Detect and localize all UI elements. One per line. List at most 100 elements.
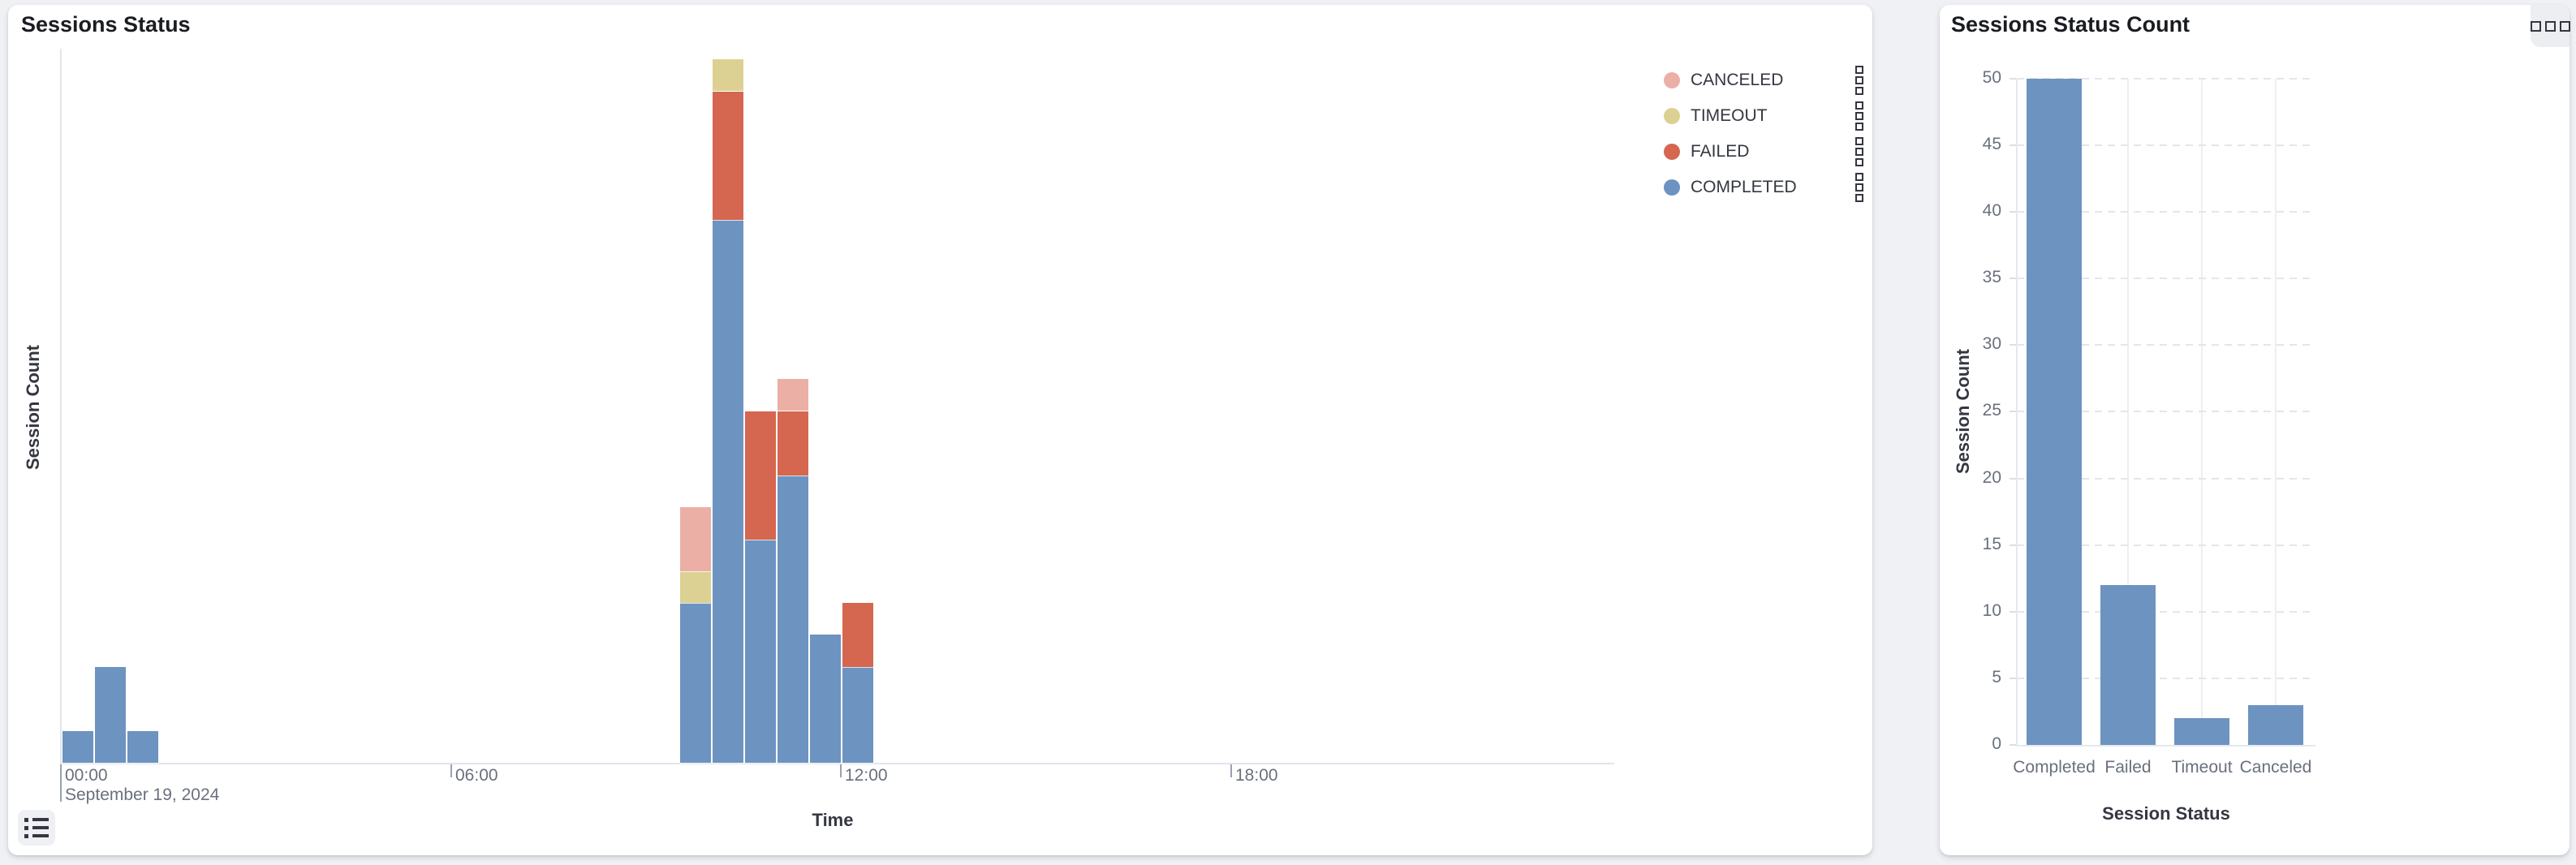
sessions-status-count-chart: 0 5 10 15 20 25 30 35 40 45 50 Completed Failed Timeo…	[1940, 5, 2570, 855]
y-axis-tick	[2010, 544, 2016, 546]
bar-segment-timeout[interactable]	[680, 571, 711, 603]
y-axis-tick	[2010, 611, 2016, 613]
legend-item-label: COMPLETED	[1691, 178, 1797, 196]
bar-segment-failed[interactable]	[745, 411, 776, 540]
y-tick-label: 20	[1982, 468, 2001, 487]
legend-color-dot	[1664, 72, 1680, 88]
y-axis-tick	[2010, 78, 2016, 80]
y-tick-label: 0	[1992, 734, 2001, 753]
bar-segment-completed[interactable]	[745, 539, 776, 763]
horizontal-gridline	[2017, 611, 2315, 613]
x-axis-label-time: Time	[812, 810, 854, 830]
boxes-horizontal-icon	[2530, 20, 2570, 32]
x-tick-label: 06:00	[455, 766, 498, 785]
y-axis-tick	[2010, 211, 2016, 213]
bar-segment-completed[interactable]	[95, 667, 126, 763]
bar-segment-completed[interactable]	[713, 219, 743, 763]
horizontal-gridline	[2017, 144, 2315, 146]
bar-segment-completed[interactable]	[842, 667, 873, 763]
x-axis-tick	[450, 764, 452, 777]
y-axis-tick	[2010, 144, 2016, 146]
horizontal-gridline	[2017, 211, 2315, 213]
panel-title-sessions-status-count: Sessions Status Count	[1951, 12, 2190, 37]
bar-segment-completed[interactable]	[778, 475, 808, 763]
y-axis-tick	[2010, 478, 2016, 480]
y-tick-label: 35	[1982, 268, 2001, 286]
category-label-canceled: Canceled	[2239, 758, 2312, 777]
legend-item-timeout[interactable]: TIMEOUT	[1656, 98, 1865, 134]
horizontal-gridline	[2017, 678, 2315, 679]
legend-item-label: TIMEOUT	[1691, 106, 1768, 125]
legend-item-canceled[interactable]: CANCELED	[1656, 62, 1865, 98]
horizontal-gridline	[2017, 544, 2315, 546]
y-axis-tick	[2010, 344, 2016, 346]
x-axis-tick	[60, 764, 62, 802]
y-tick-label: 5	[1992, 668, 2001, 686]
category-label-timeout: Timeout	[2171, 758, 2233, 777]
legend-color-dot	[1664, 108, 1680, 124]
x-tick-label: 12:00	[845, 766, 888, 785]
y-tick-label: 15	[1982, 535, 2001, 553]
horizontal-gridline	[2017, 344, 2315, 346]
legend-color-dot	[1664, 144, 1680, 160]
bar-segment-completed[interactable]	[127, 731, 158, 763]
legend-item-label: CANCELED	[1691, 71, 1784, 89]
boxes-vertical-icon[interactable]	[1855, 137, 1863, 166]
y-tick-label: 50	[1982, 68, 2001, 87]
y-tick-label: 10	[1982, 601, 2001, 620]
legend-item-completed[interactable]: COMPLETED	[1656, 170, 1865, 205]
y-axis-tick	[2010, 678, 2016, 679]
list-icon	[24, 817, 49, 838]
horizontal-gridline	[2017, 478, 2315, 480]
horizontal-gridline	[2017, 278, 2315, 279]
legend-color-dot	[1664, 179, 1680, 196]
bar-segment-failed[interactable]	[778, 411, 808, 476]
panel-sessions-status-count: Sessions Status Count Session Count 0 5 10…	[1940, 5, 2570, 855]
x-axis-line	[2016, 745, 2315, 747]
bar-canceled[interactable]	[2248, 705, 2303, 745]
bar-failed[interactable]	[2100, 585, 2156, 745]
legend-toggle-button[interactable]	[18, 810, 55, 846]
x-tick-date-label: September 19, 2024	[65, 785, 220, 804]
y-tick-label: 45	[1982, 135, 2001, 153]
y-axis-tick	[2010, 411, 2016, 412]
x-axis-tick	[840, 764, 842, 777]
boxes-vertical-icon[interactable]	[1855, 66, 1863, 95]
bar-segment-canceled[interactable]	[680, 507, 711, 571]
category-label-failed: Failed	[2104, 758, 2152, 777]
x-axis-label-session-status: Session Status	[2102, 803, 2230, 824]
y-tick-label: 40	[1982, 201, 2001, 220]
x-tick-label: 18:00	[1235, 766, 1278, 785]
sessions-status-histogram: 00:00 September 19, 2024 06:00 12:00 18:00	[8, 5, 1872, 855]
bar-segment-completed[interactable]	[62, 731, 93, 763]
horizontal-gridline	[2017, 78, 2315, 80]
y-axis-tick	[2010, 744, 2016, 746]
legend-item-failed[interactable]: FAILED	[1656, 134, 1865, 170]
bar-segment-canceled[interactable]	[778, 379, 808, 411]
boxes-vertical-icon[interactable]	[1855, 101, 1863, 131]
x-tick-label: 00:00	[65, 766, 108, 785]
y-axis-tick	[2010, 278, 2016, 279]
bar-segment-completed[interactable]	[680, 603, 711, 763]
bar-segment-completed[interactable]	[810, 635, 841, 763]
y-tick-label: 30	[1982, 334, 2001, 353]
bar-segment-failed[interactable]	[842, 603, 873, 667]
y-axis-line	[2016, 79, 2018, 745]
bar-segment-failed[interactable]	[713, 92, 743, 220]
bar-segment-timeout[interactable]	[713, 59, 743, 91]
y-axis-line	[60, 49, 62, 763]
legend-item-label: FAILED	[1691, 142, 1750, 161]
x-axis-line	[60, 763, 1614, 764]
bar-completed[interactable]	[2027, 79, 2082, 745]
y-tick-label: 25	[1982, 401, 2001, 420]
panel-sessions-status: Sessions Status Session Count 00:00 Septe…	[8, 5, 1872, 855]
boxes-vertical-icon[interactable]	[1855, 173, 1863, 202]
chart-legend: CANCELED TIMEOUT FAILED COMPLETED	[8, 5, 1872, 855]
category-label-completed: Completed	[2013, 758, 2096, 777]
horizontal-gridline	[2017, 411, 2315, 412]
bar-timeout[interactable]	[2174, 718, 2229, 745]
panel-menu-button[interactable]	[2530, 5, 2570, 47]
panel-title-sessions-status: Sessions Status	[21, 12, 191, 37]
x-axis-tick	[1230, 764, 1232, 777]
